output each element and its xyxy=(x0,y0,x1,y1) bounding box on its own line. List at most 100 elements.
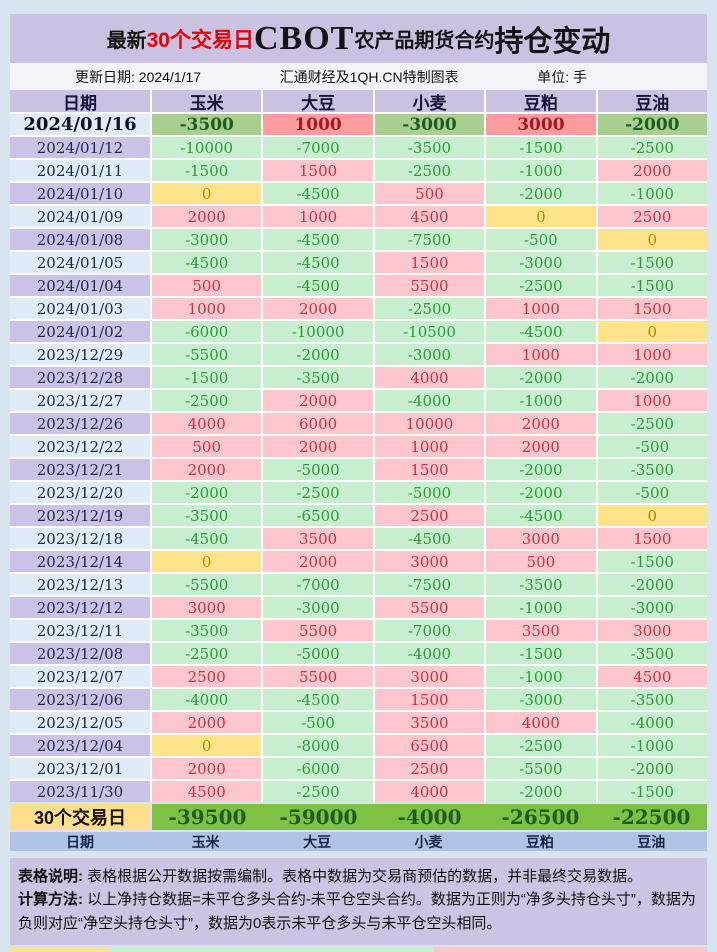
value-cell: -4000 xyxy=(152,689,262,710)
value-cell: 2500 xyxy=(597,206,707,227)
row-date: 2024/01/16 xyxy=(10,114,150,135)
row-date: 2023/12/21 xyxy=(10,459,150,480)
value-cell: 2000 xyxy=(152,459,262,480)
value-cell: -7000 xyxy=(263,137,373,158)
value-cell: 1500 xyxy=(597,528,707,549)
value-cell: -1000 xyxy=(486,160,596,181)
value-cell: 0 xyxy=(597,505,707,526)
value-cell: 1000 xyxy=(597,344,707,365)
row-date: 2024/01/10 xyxy=(10,183,150,204)
value-cell: 4500 xyxy=(374,206,485,227)
row-date: 2023/12/14 xyxy=(10,551,150,572)
source-credit: 汇通财经及1QH.CN特制图表 xyxy=(279,68,459,85)
value-cell: 4000 xyxy=(486,712,596,733)
value-cell: 0 xyxy=(597,321,707,342)
value-cell: -4500 xyxy=(374,528,485,549)
value-cell: 3000 xyxy=(374,551,485,572)
row-date: 2024/01/02 xyxy=(10,321,150,342)
row-date: 2023/12/05 xyxy=(10,712,150,733)
footer-column-3: 小麦 xyxy=(414,834,443,850)
value-cell: 2000 xyxy=(597,160,707,181)
value-cell: -500 xyxy=(597,436,707,457)
value-cell: -4500 xyxy=(263,689,373,710)
value-cell: -1500 xyxy=(152,160,262,181)
row-date: 2024/01/11 xyxy=(10,160,150,181)
title-suffix: 持仓变动 xyxy=(494,25,611,58)
value-cell: -1500 xyxy=(486,643,596,664)
value-cell: -1000 xyxy=(597,183,707,204)
value-cell: -5500 xyxy=(152,574,262,595)
value-cell: -6000 xyxy=(152,321,262,342)
value-cell: -1000 xyxy=(597,735,707,756)
value-cell: -2500 xyxy=(374,160,485,181)
value-cell: -5000 xyxy=(263,459,373,480)
value-cell: 4500 xyxy=(152,781,262,802)
value-cell: -4500 xyxy=(263,252,373,273)
value-cell: -4500 xyxy=(263,275,373,296)
value-cell: -7500 xyxy=(374,229,485,250)
value-cell: 3000 xyxy=(597,620,707,641)
value-cell: 5500 xyxy=(374,275,485,296)
value-cell: -3000 xyxy=(486,689,596,710)
value-cell: -10500 xyxy=(374,321,485,342)
summary-value: -39500 xyxy=(168,805,247,829)
value-cell: 4000 xyxy=(374,781,485,802)
value-cell: -2000 xyxy=(597,367,707,388)
value-cell: 3500 xyxy=(374,712,485,733)
value-cell: 500 xyxy=(374,183,485,204)
value-cell: -8000 xyxy=(263,735,373,756)
value-cell: -4500 xyxy=(486,505,596,526)
value-cell: 1000 xyxy=(263,206,373,227)
column-header-0: 日期 xyxy=(10,90,150,113)
value-cell: -2500 xyxy=(374,298,485,319)
summary-label: 30个交易日 xyxy=(10,804,150,830)
value-cell: -2500 xyxy=(152,390,262,411)
value-cell: 5500 xyxy=(374,597,485,618)
value-cell: -5500 xyxy=(152,344,262,365)
value-cell: 0 xyxy=(152,183,262,204)
value-cell: -4500 xyxy=(263,183,373,204)
page-title: 最新 30个交易日 CBOT 农产品期货合约 持仓变动 xyxy=(10,14,707,63)
value-cell: -2500 xyxy=(486,735,596,756)
value-cell: -7000 xyxy=(263,574,373,595)
value-cell: -3000 xyxy=(263,597,373,618)
value-cell: -1500 xyxy=(597,275,707,296)
row-date: 2023/12/13 xyxy=(10,574,150,595)
footer-column-0: 日期 xyxy=(66,834,94,850)
value-cell: -2500 xyxy=(597,137,707,158)
value-cell: -3000 xyxy=(486,252,596,273)
value-cell: -2000 xyxy=(597,758,707,779)
value-cell: -6500 xyxy=(263,505,373,526)
value-cell: 2000 xyxy=(152,712,262,733)
row-date: 2023/12/04 xyxy=(10,735,150,756)
value-cell: -5000 xyxy=(374,482,485,503)
value-cell: 2000 xyxy=(263,298,373,319)
row-date: 2023/11/30 xyxy=(10,781,150,802)
value-cell: 1500 xyxy=(597,298,707,319)
value-cell: 3000 xyxy=(374,666,485,687)
row-date: 2024/01/05 xyxy=(10,252,150,273)
value-cell: -1500 xyxy=(597,781,707,802)
value-cell: 2000 xyxy=(152,758,262,779)
value-cell: 1500 xyxy=(263,160,373,181)
value-cell: -4000 xyxy=(597,712,707,733)
value-cell: 3000 xyxy=(486,114,596,135)
value-cell: -3500 xyxy=(486,574,596,595)
value-cell: 3000 xyxy=(486,528,596,549)
strip-yellow xyxy=(10,947,110,952)
value-cell: -3500 xyxy=(152,620,262,641)
title-highlight: 30个交易日 xyxy=(146,28,254,52)
summary-value: -26500 xyxy=(501,805,580,829)
value-cell: -1500 xyxy=(486,137,596,158)
value-cell: -4500 xyxy=(152,528,262,549)
row-date: 2024/01/03 xyxy=(10,298,150,319)
summary-value: -4000 xyxy=(397,805,462,829)
value-cell: 1000 xyxy=(486,298,596,319)
value-cell: -3500 xyxy=(597,689,707,710)
value-cell: 10000 xyxy=(374,413,485,434)
value-cell: -3500 xyxy=(152,505,262,526)
value-cell: 1000 xyxy=(597,390,707,411)
value-cell: 500 xyxy=(152,436,262,457)
value-cell: 5500 xyxy=(263,620,373,641)
value-cell: -2000 xyxy=(263,344,373,365)
